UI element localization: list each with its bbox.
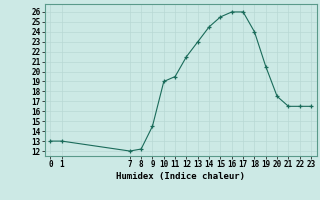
X-axis label: Humidex (Indice chaleur): Humidex (Indice chaleur) <box>116 172 245 181</box>
